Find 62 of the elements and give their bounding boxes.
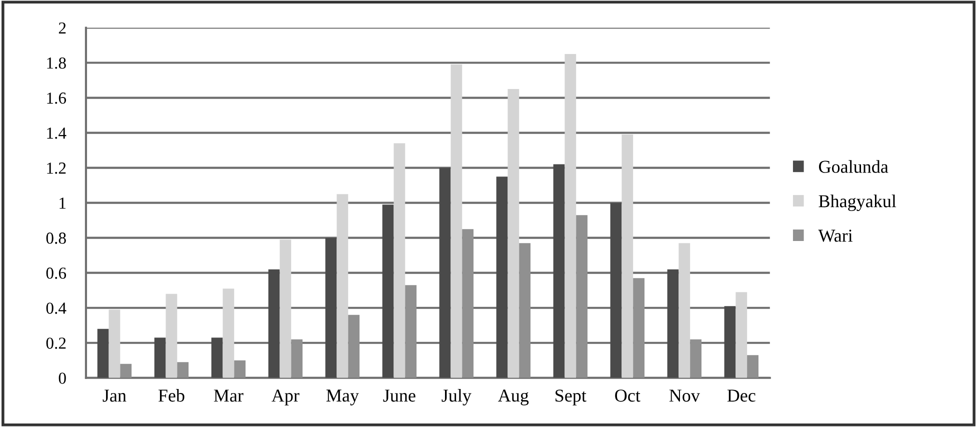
bar [462,229,474,378]
bar [519,243,531,378]
bar [120,364,132,378]
y-tick-label: 0 [58,372,66,384]
bar [450,64,462,378]
bar [234,360,246,378]
bar [610,202,622,378]
x-tick-label: Dec [727,390,756,402]
x-tick-label: Feb [158,389,184,402]
y-tick-label: 2 [58,22,66,34]
bar [747,355,758,378]
bar [268,269,280,378]
bar [280,240,292,378]
bar [405,285,417,378]
y-tick-label: 1 [60,198,66,209]
bar [394,143,406,378]
bar [576,215,588,378]
bar [690,339,702,378]
y-tick-label: 0.4 [46,302,66,314]
bar [211,338,223,378]
bar [382,204,394,378]
x-tick-label: July [442,389,472,406]
y-tick-label: 1.4 [47,128,66,139]
bar [736,292,748,378]
bar [508,89,520,378]
bar [348,314,360,378]
bar [291,339,303,378]
bar [222,288,234,378]
x-tick-label: June [383,390,416,402]
bar [564,54,576,378]
bar [108,310,120,378]
bar [325,238,337,378]
x-tick-label: Nov [669,390,700,402]
x-tick-label: Mar [214,390,244,402]
bar [496,176,508,378]
bar [667,269,679,378]
bar [97,328,109,378]
y-tick-label: 0.6 [46,268,66,279]
legend-label: Goalunda [818,160,888,173]
legend-label: Bhagyakul [818,194,896,212]
bar [177,362,189,378]
bar [166,294,178,378]
x-tick-label: Jan [102,390,126,402]
x-tick-label: Aug [498,390,529,406]
bar [154,338,166,378]
bar [633,278,644,378]
bar [439,168,451,378]
y-tick-label: 1.2 [47,162,66,174]
y-tick-label: 1.6 [47,92,66,104]
y-tick-label: 0.2 [46,338,66,349]
x-tick-label: Oct [615,390,640,402]
x-tick-label: Sept [556,390,586,406]
bar [553,164,565,378]
x-tick-label: May [326,390,359,406]
y-tick-label: 0.8 [46,232,66,244]
bar [724,306,736,378]
legend-label: Wari [818,230,853,242]
bar [622,134,634,378]
bar [336,194,348,378]
bar [678,243,690,378]
y-tick-label: 1.8 [47,57,66,69]
x-tick-label: Apr [272,390,300,406]
